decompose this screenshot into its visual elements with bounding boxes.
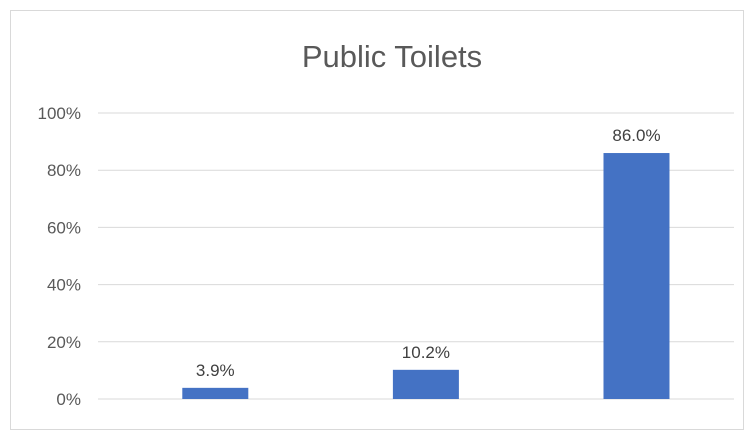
y-tick-label: 100% — [38, 104, 81, 123]
y-tick-label: 40% — [47, 276, 81, 295]
chart-title: Public Toilets — [302, 39, 482, 74]
data-labels: 3.9% 10.2% 86.0% — [196, 126, 661, 380]
bar-chart: Public Toilets 0% 20% 40% 60% 80% 100% 3.9% 10… — [38, 39, 734, 409]
y-axis-tick-labels: 0% 20% 40% 60% 80% 100% — [38, 104, 81, 409]
bar — [603, 153, 670, 399]
y-tick-label: 60% — [47, 218, 81, 237]
bar — [392, 369, 459, 399]
bar-data-label: 86.0% — [612, 126, 660, 145]
bar — [182, 387, 249, 399]
bar-data-label: 10.2% — [402, 343, 450, 362]
y-tick-label: 80% — [47, 161, 81, 180]
y-tick-label: 20% — [47, 333, 81, 352]
bar-data-label: 3.9% — [196, 361, 235, 380]
y-tick-label: 0% — [56, 390, 81, 409]
bars — [182, 153, 670, 399]
